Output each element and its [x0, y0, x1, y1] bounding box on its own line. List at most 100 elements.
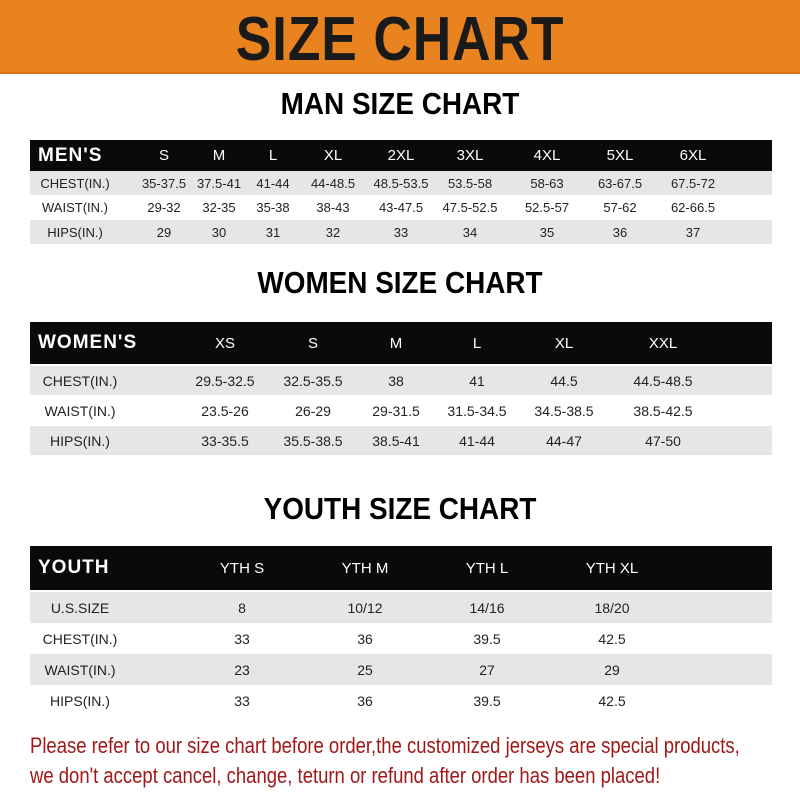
size-header-cell: XL — [323, 147, 343, 164]
youth-title: YOUTH SIZE CHART — [263, 491, 537, 526]
table-cell: 36 — [357, 692, 373, 709]
table-cell: 36 — [612, 224, 628, 240]
size-header-cell: YTH XL — [585, 559, 639, 577]
table-row: WAIST(IN.) 23 25 27 29 — [30, 654, 772, 685]
table-cell: 67.5-72 — [670, 175, 716, 191]
table-cell: 42.5 — [598, 692, 626, 709]
table-row: WAIST(IN.) 23.5-26 26-29 29-31.5 31.5-34.5 34… — [30, 396, 772, 425]
size-header-cell: 4XL — [533, 147, 561, 164]
row-label: CHEST(IN.) — [40, 175, 110, 191]
table-cell: 39.5 — [473, 692, 501, 709]
table-cell: 41 — [469, 372, 485, 389]
table-cell: 32.5-35.5 — [283, 372, 343, 389]
row-label: HIPS(IN.) — [50, 692, 110, 709]
table-row: CHEST(IN.) 29.5-32.5 32.5-35.5 38 41 44.5 44.5… — [30, 366, 772, 395]
table-cell: 42.5 — [598, 630, 626, 647]
table-cell: 31 — [265, 224, 281, 240]
table-cell: 27 — [479, 661, 495, 678]
women-title: WOMEN SIZE CHART — [257, 265, 543, 300]
table-cell: 53.5-58 — [447, 175, 493, 191]
table-cell: 62-66.5 — [670, 199, 716, 215]
table-row: WAIST(IN.) 29-32 32-35 35-38 38-43 43-47.5 47.… — [30, 195, 772, 219]
size-header-cell: 2XL — [387, 147, 415, 164]
table-cell: 36 — [357, 630, 373, 647]
table-cell: 39.5 — [473, 630, 501, 647]
table-cell: 32-35 — [202, 199, 236, 215]
table-row: HIPS(IN.) 33 36 39.5 42.5 — [30, 685, 772, 716]
table-cell: 23.5-26 — [201, 402, 249, 419]
banner-title: SIZE CHART — [235, 5, 565, 74]
table-cell: 25 — [357, 661, 373, 678]
table-cell: 10/12 — [347, 599, 383, 616]
row-label: HIPS(IN.) — [50, 432, 110, 449]
notice-line-2: we don't accept cancel, change, teturn o… — [30, 763, 661, 788]
table-header-row: MEN'S S M L XL 2XL 3XL 4XL 5XL 6XL — [30, 140, 772, 171]
size-header-cell: YTH S — [219, 559, 265, 577]
row-label: WAIST(IN.) — [44, 402, 116, 419]
size-header-cell: 6XL — [679, 147, 707, 164]
table-row: HIPS(IN.) 29 30 31 32 33 34 35 36 37 — [30, 220, 772, 244]
table-cell: 44.5 — [550, 372, 578, 389]
size-header-cell: 3XL — [456, 147, 484, 164]
table-cell: 43-47.5 — [378, 199, 424, 215]
table-cell: 35.5-38.5 — [283, 432, 343, 449]
size-header-cell: YTH L — [465, 559, 509, 577]
table-cell: 44.5-48.5 — [633, 372, 693, 389]
size-header-cell: XL — [554, 334, 574, 352]
table-cell: 38-43 — [316, 199, 350, 215]
table-cell: 38.5-41 — [372, 432, 420, 449]
table-row: CHEST(IN.) 33 36 39.5 42.5 — [30, 623, 772, 654]
size-header-cell: S — [158, 147, 170, 164]
table-cell: 44-48.5 — [310, 175, 356, 191]
table-cell: 37 — [685, 224, 701, 240]
table-cell: 29-32 — [147, 199, 181, 215]
table-cell: 63-67.5 — [597, 175, 643, 191]
table-header-row: WOMEN'S XS S M L XL XXL — [30, 322, 772, 364]
row-label: CHEST(IN.) — [42, 372, 118, 389]
size-header-cell: YTH M — [341, 559, 389, 577]
table-cell: 32 — [325, 224, 341, 240]
table-row: CHEST(IN.) 35-37.5 37.5-41 41-44 44-48.5 48.5… — [30, 171, 772, 195]
table-cell: 33 — [234, 630, 250, 647]
table-cell: 30 — [211, 224, 227, 240]
table-header-row: YOUTH YTH S YTH M YTH L YTH XL — [30, 546, 772, 590]
size-header-cell: XS — [214, 334, 236, 352]
table-title-cell: YOUTH — [38, 557, 110, 578]
table-cell: 38 — [388, 372, 404, 389]
table-cell: 31.5-34.5 — [447, 402, 507, 419]
table-cell: 18/20 — [594, 599, 630, 616]
table-cell: 23 — [234, 661, 250, 678]
table-cell: 47.5-52.5 — [442, 199, 498, 215]
size-header-cell: M — [389, 334, 403, 352]
size-header-cell: L — [472, 334, 482, 352]
row-label: WAIST(IN.) — [42, 199, 108, 215]
table-cell: 29.5-32.5 — [195, 372, 255, 389]
table-cell: 37.5-41 — [196, 175, 242, 191]
men-title: MAN SIZE CHART — [280, 86, 520, 121]
table-cell: 33 — [234, 692, 250, 709]
table-cell: 38.5-42.5 — [633, 402, 693, 419]
table-cell: 33-35.5 — [201, 432, 249, 449]
size-header-cell: M — [212, 147, 226, 164]
table-cell: 29 — [604, 661, 620, 678]
table-row: U.S.SIZE 8 10/12 14/16 18/20 — [30, 592, 772, 623]
row-label: HIPS(IN.) — [47, 224, 103, 240]
notice-line-1: Please refer to our size chart before or… — [30, 733, 740, 758]
table-cell: 33 — [393, 224, 409, 240]
table-title-cell: MEN'S — [38, 144, 103, 166]
table-cell: 41-44 — [256, 175, 290, 191]
table-cell: 34 — [462, 224, 478, 240]
row-label: CHEST(IN.) — [42, 630, 118, 647]
table-cell: 52.5-57 — [524, 199, 570, 215]
size-header-cell: XXL — [648, 334, 678, 352]
table-cell: 14/16 — [469, 599, 505, 616]
table-cell: 35 — [539, 224, 555, 240]
banner: SIZE CHART — [0, 0, 800, 74]
table-cell: 8 — [238, 599, 246, 616]
table-cell: 26-29 — [295, 402, 331, 419]
size-header-cell: 5XL — [606, 147, 634, 164]
size-header-cell: S — [307, 334, 319, 352]
table-cell: 44-47 — [546, 432, 582, 449]
size-header-cell: L — [268, 147, 278, 164]
table-cell: 34.5-38.5 — [534, 402, 594, 419]
